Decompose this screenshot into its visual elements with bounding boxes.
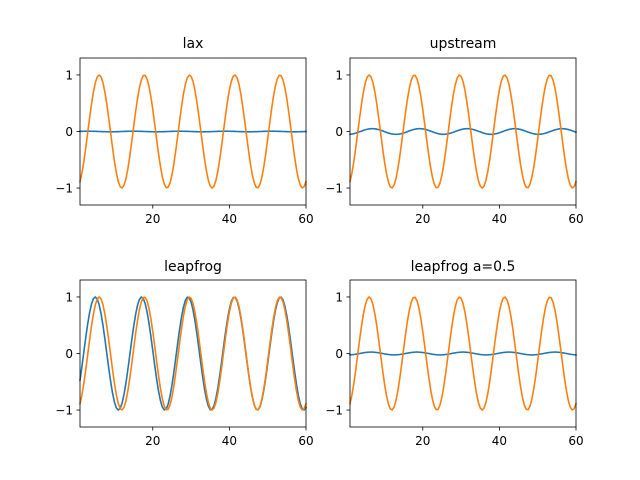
series-group (79, 74, 308, 189)
subplot-title: upstream (430, 36, 497, 52)
y-tick-label: 1 (335, 68, 343, 82)
y-tick-label: 0 (65, 125, 73, 139)
x-tick-label: 60 (568, 212, 583, 226)
series-line-2 (79, 296, 308, 411)
x-tick-label: 60 (298, 434, 313, 448)
x-tick-label: 60 (568, 434, 583, 448)
x-tick-label: 40 (222, 434, 237, 448)
x-tick-label: 20 (415, 434, 430, 448)
series-line-2 (349, 296, 578, 411)
y-tick-label: −1 (325, 181, 343, 195)
series-line-2 (79, 74, 308, 189)
x-tick-label: 60 (298, 212, 313, 226)
series-group (79, 296, 308, 411)
ticks-group: 20 40 60 −1 0 1 (325, 290, 583, 448)
y-tick-label: −1 (55, 403, 73, 417)
x-tick-label: 40 (492, 212, 507, 226)
subplot-title: leapfrog a=0.5 (411, 259, 516, 275)
ticks-group: 20 40 60 −1 0 1 (325, 68, 583, 226)
ticks-group: 20 40 60 −1 0 1 (55, 68, 313, 226)
subplot-title: leapfrog (164, 259, 222, 275)
series-line-2 (349, 74, 578, 189)
series-line-1 (79, 130, 307, 133)
x-tick-label: 40 (492, 434, 507, 448)
ticks-group: 20 40 60 −1 0 1 (55, 290, 313, 448)
x-tick-label: 20 (415, 212, 430, 226)
x-tick-label: 40 (222, 212, 237, 226)
subplot-title: lax (183, 36, 204, 52)
y-tick-label: 0 (335, 125, 343, 139)
y-tick-label: 0 (335, 347, 343, 361)
y-tick-label: 1 (65, 68, 73, 82)
subplot-leapfrog-a05: leapfrog a=0.5 20 40 60 −1 0 1 (325, 259, 583, 448)
x-tick-label: 20 (145, 212, 160, 226)
subplot-lax: lax 20 40 60 −1 0 1 (55, 36, 313, 226)
y-tick-label: −1 (55, 181, 73, 195)
subplot-upstream: upstream 20 40 60 −1 0 1 (325, 36, 583, 226)
y-tick-label: 1 (335, 290, 343, 304)
subplot-leapfrog: leapfrog 20 40 60 −1 0 1 (55, 259, 313, 448)
series-group (349, 74, 578, 189)
y-tick-label: 0 (65, 347, 73, 361)
y-tick-label: 1 (65, 290, 73, 304)
y-tick-label: −1 (325, 403, 343, 417)
x-tick-label: 20 (145, 434, 160, 448)
series-group (349, 296, 578, 411)
